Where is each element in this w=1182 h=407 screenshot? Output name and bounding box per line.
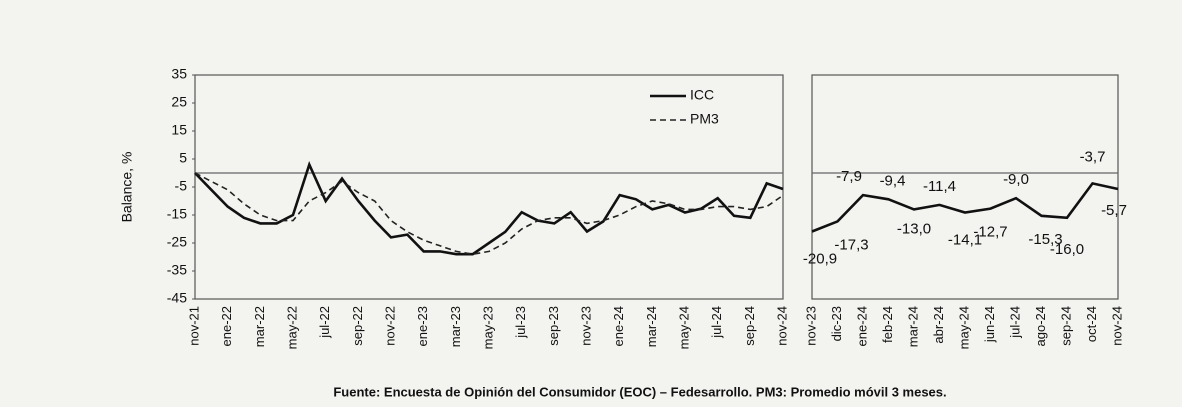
x-tick-label: sep-24 xyxy=(742,306,757,346)
x-tick-label: abr-24 xyxy=(931,306,946,344)
y-tick-label: 5 xyxy=(179,150,187,166)
plot-frame xyxy=(811,74,1119,300)
x-tick-label: dic-23 xyxy=(829,306,844,341)
x-tick-label: nov-22 xyxy=(382,306,397,346)
series-line xyxy=(194,172,784,256)
data-label: -17,3 xyxy=(834,236,868,253)
x-tick-label: oct-24 xyxy=(1084,306,1099,342)
x-tick-label: nov-23 xyxy=(578,306,593,346)
plot-frame xyxy=(194,74,784,300)
data-label: -5,7 xyxy=(1101,202,1127,219)
data-label: -16,0 xyxy=(1050,241,1084,258)
series-line xyxy=(194,160,784,256)
data-label: -15,3 xyxy=(1028,231,1062,248)
x-tick-label: feb-24 xyxy=(880,306,895,343)
x-tick-label: may-22 xyxy=(284,306,299,349)
x-tick-label: nov-24 xyxy=(1109,306,1124,346)
x-tick-label: jul-24 xyxy=(709,306,724,339)
x-tick-label: jul-23 xyxy=(513,306,528,339)
legend-label: ICC xyxy=(690,87,714,103)
x-tick-label: nov-23 xyxy=(803,306,818,346)
x-tick-label: ene-24 xyxy=(611,306,626,346)
y-tick-label: 15 xyxy=(171,122,187,138)
y-tick-label: -35 xyxy=(167,262,187,278)
y-tick-label: -25 xyxy=(167,234,187,250)
x-tick-label: mar-23 xyxy=(448,306,463,347)
data-label: -11,4 xyxy=(923,178,956,195)
x-tick-label: sep-23 xyxy=(546,306,561,346)
data-label: -7,9 xyxy=(836,168,862,185)
legend-label: PM3 xyxy=(690,111,719,127)
x-tick-label: sep-24 xyxy=(1058,306,1073,346)
data-label: -9,4 xyxy=(880,172,906,189)
x-tick-label: mar-24 xyxy=(905,306,920,347)
x-tick-label: jun-24 xyxy=(982,306,997,343)
y-tick-label: -45 xyxy=(167,290,187,306)
series-line xyxy=(811,181,1119,233)
y-tick-label: -5 xyxy=(175,178,188,194)
x-tick-label: nov-21 xyxy=(186,306,201,346)
x-tick-label: may-23 xyxy=(480,306,495,349)
data-label: -12,7 xyxy=(973,224,1007,241)
x-tick-label: jul-24 xyxy=(1007,306,1022,339)
x-tick-label: mar-22 xyxy=(252,306,267,347)
x-tick-label: ene-24 xyxy=(854,306,869,346)
y-tick-label: 35 xyxy=(171,66,187,82)
data-label: -20,9 xyxy=(803,250,837,267)
x-tick-label: mar-24 xyxy=(644,306,659,347)
y-tick-label: 25 xyxy=(171,94,187,110)
data-label: -3,7 xyxy=(1080,148,1106,165)
data-label: -14,1 xyxy=(948,231,982,248)
x-tick-label: may-24 xyxy=(676,306,691,349)
source-note: Fuente: Encuesta de Opinión del Consumid… xyxy=(333,384,946,399)
data-label: -9,0 xyxy=(1003,171,1029,188)
x-tick-label: ene-23 xyxy=(415,306,430,346)
x-tick-label: may-24 xyxy=(956,306,971,349)
x-tick-label: nov-24 xyxy=(774,306,789,346)
x-tick-label: jul-22 xyxy=(317,306,332,339)
y-tick-label: -15 xyxy=(167,206,187,222)
y-axis-label: Balance, % xyxy=(119,152,135,223)
x-tick-label: sep-22 xyxy=(350,306,365,346)
x-tick-label: ene-22 xyxy=(219,306,234,346)
data-label: -13,0 xyxy=(897,220,931,237)
x-tick-label: ago-24 xyxy=(1033,306,1048,346)
